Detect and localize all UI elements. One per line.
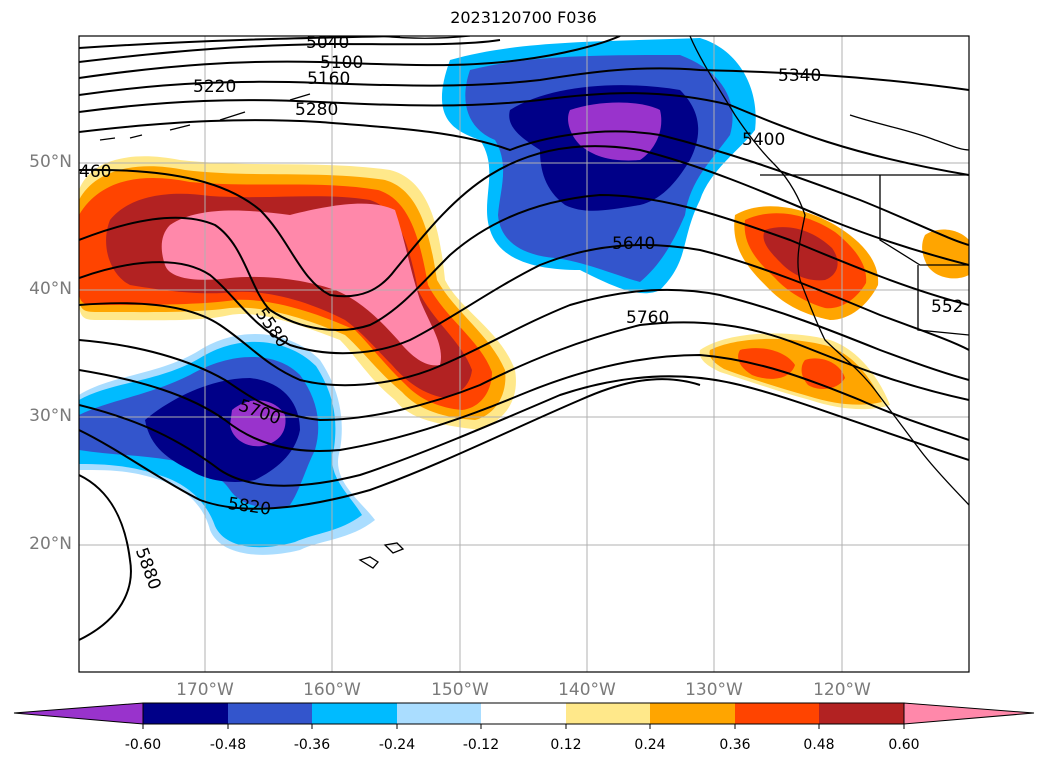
colorbar-tick-label: 0.60	[888, 737, 920, 753]
contour-label: 460	[79, 162, 111, 182]
colorbar-arrow-icon	[13, 702, 144, 725]
colorbar-tick-label: 0.48	[803, 737, 835, 753]
lon-label: 120°W	[813, 680, 871, 700]
lon-label: 170°W	[176, 680, 234, 700]
contour-label: 5400	[742, 130, 785, 150]
lon-label: 160°W	[303, 680, 361, 700]
colorbar-tick-label: 0.12	[550, 737, 582, 753]
coastline-icon	[99, 36, 969, 569]
colorbar-tick-label: 0.36	[719, 737, 751, 753]
height-contours	[79, 36, 969, 641]
colorbar-tick-label: -0.12	[462, 737, 500, 753]
positive-region-central-pacific	[79, 156, 516, 430]
map-title: 2023120700 F036	[450, 8, 597, 27]
contour-label: 5760	[626, 308, 669, 328]
graticule	[79, 36, 969, 672]
contour-label: 5340	[778, 66, 821, 86]
contour-label: 5040	[306, 33, 349, 53]
colorbar-tick-label: -0.36	[293, 737, 331, 753]
contour-label: 552	[931, 297, 963, 317]
lon-label: 140°W	[558, 680, 616, 700]
contour-label: 5160	[307, 69, 350, 89]
lon-label: 150°W	[431, 680, 489, 700]
contour-label: 5100	[320, 53, 363, 73]
colorbar-tick-label: -0.60	[124, 737, 162, 753]
lat-label: 30°N	[29, 406, 72, 426]
colorbar	[13, 702, 1035, 729]
lon-label: 130°W	[685, 680, 743, 700]
colorbar-tick-label: 0.24	[634, 737, 666, 753]
plot-frame	[78, 35, 970, 673]
plot-area	[79, 36, 969, 672]
colorbar-arrow-icon	[903, 702, 1035, 725]
lat-label: 50°N	[29, 152, 72, 172]
contour-label: 5640	[612, 234, 655, 254]
lat-label: 40°N	[29, 279, 72, 299]
colorbar-tick-label: -0.48	[209, 737, 247, 753]
contour-label: 5280	[295, 100, 338, 120]
contour-label: 5220	[193, 77, 236, 97]
lat-label: 20°N	[29, 534, 72, 554]
negative-region-hawaii	[79, 333, 375, 555]
colorbar-tick-label: -0.24	[378, 737, 416, 753]
